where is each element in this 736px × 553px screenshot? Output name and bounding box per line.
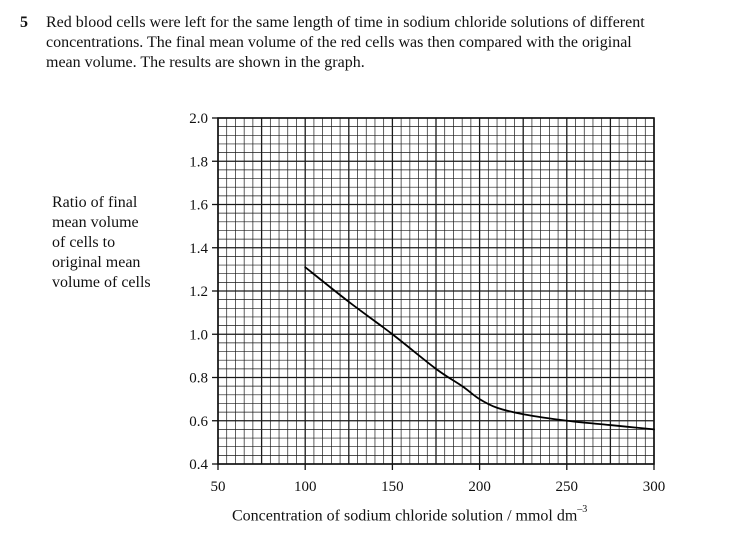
chart-series xyxy=(304,266,655,431)
y-axis-label-line-4: original mean xyxy=(52,254,141,271)
y-axis-label-line-2: mean volume xyxy=(52,214,139,231)
x-axis-label-exponent: –3 xyxy=(577,504,588,515)
y-axis-label-line-5: volume of cells xyxy=(52,274,151,291)
y-tick-label: 1.6 xyxy=(189,198,208,214)
question-number: 5 xyxy=(20,14,28,31)
y-axis-ticks: 0.4 0.6 0.8 1.0 1.2 1.4 1.6 1.8 2.0 xyxy=(189,111,218,473)
x-tick-label: 200 xyxy=(468,479,491,495)
x-axis-label-text: Concentration of sodium chloride solutio… xyxy=(232,507,578,525)
y-tick-label: 1.2 xyxy=(189,284,208,300)
y-axis-label-line-1: Ratio of final xyxy=(52,194,138,211)
y-axis-label-line-3: of cells to xyxy=(52,234,116,251)
y-tick-label: 2.0 xyxy=(189,111,208,127)
series-line xyxy=(304,266,655,431)
x-tick-label: 50 xyxy=(211,479,226,495)
question-line-3: mean volume. The results are shown in th… xyxy=(46,54,365,71)
x-tick-label: 150 xyxy=(381,479,404,495)
y-tick-label: 1.4 xyxy=(189,241,208,257)
x-axis-ticks: 50 100 150 200 250 300 xyxy=(211,464,666,495)
x-axis-label: Concentration of sodium chloride solutio… xyxy=(232,504,588,525)
y-tick-label: 0.4 xyxy=(189,457,208,473)
y-axis-label: Ratio of final mean volume of cells to o… xyxy=(52,193,172,293)
x-tick-label: 100 xyxy=(294,479,317,495)
y-tick-label: 1.8 xyxy=(189,154,208,170)
x-tick-label: 300 xyxy=(643,479,666,495)
y-tick-label: 0.6 xyxy=(189,414,208,430)
question-line-2: concentrations. The final mean volume of… xyxy=(46,34,632,51)
question-text: Red blood cells were left for the same l… xyxy=(46,13,732,73)
y-tick-label: 1.0 xyxy=(189,327,208,343)
x-tick-label: 250 xyxy=(556,479,579,495)
chart-grid-major xyxy=(217,117,655,465)
question-line-1: Red blood cells were left for the same l… xyxy=(46,14,645,31)
y-tick-label: 0.8 xyxy=(189,371,208,387)
